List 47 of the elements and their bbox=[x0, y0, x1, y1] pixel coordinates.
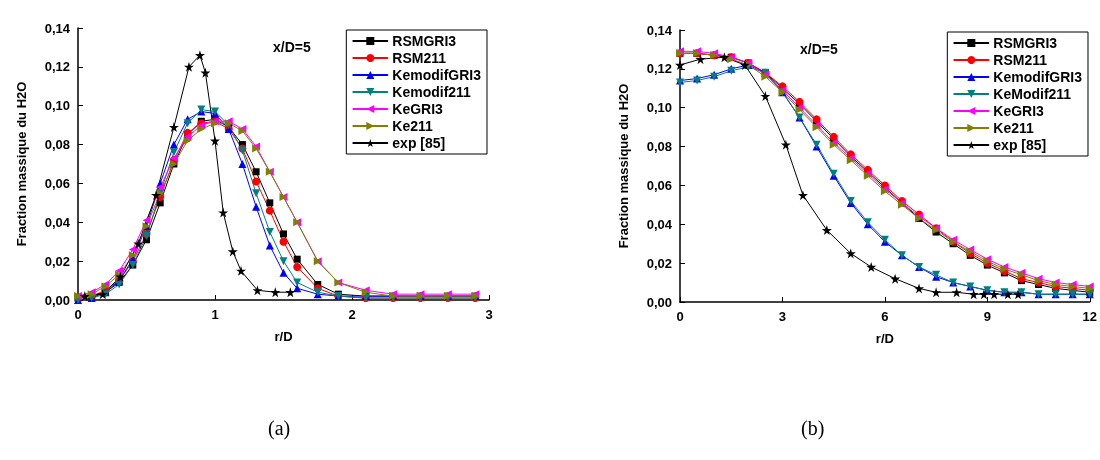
text: (b) bbox=[801, 417, 825, 440]
text: (a) bbox=[268, 417, 291, 440]
y-tick-label: 0,10 bbox=[44, 98, 70, 114]
legend-label: RSM211 bbox=[392, 50, 447, 66]
x-tick-label: 3 bbox=[778, 309, 787, 324]
legend-label: KeGRI3 bbox=[392, 101, 444, 117]
y-axis-title: Fraction massique du H2O bbox=[14, 81, 29, 247]
x-tick-label: 3 bbox=[485, 307, 493, 322]
x-axis-title: r/D bbox=[274, 329, 293, 344]
y-tick-label: 0,00 bbox=[646, 294, 672, 310]
legend-label: Ke211 bbox=[392, 118, 434, 134]
x-tick-label: 1 bbox=[211, 307, 219, 322]
x-tick-label: 6 bbox=[881, 309, 889, 324]
x-tick-label: 12 bbox=[1082, 309, 1097, 324]
legend-label: RSMGRI3 bbox=[392, 33, 457, 49]
y-tick-label: 0,06 bbox=[44, 175, 70, 191]
annotation: x/D=5 bbox=[800, 41, 838, 57]
y-tick-label: 0,04 bbox=[646, 216, 673, 232]
legend-label: exp [85] bbox=[392, 135, 446, 151]
y-tick-label: 0,08 bbox=[44, 137, 70, 153]
legend-label: exp [85] bbox=[993, 137, 1047, 153]
x-tick-label: 0 bbox=[74, 307, 82, 322]
legend-label: KeGRI3 bbox=[993, 103, 1045, 119]
y-axis-title: Fraction massique du H2O bbox=[616, 83, 631, 249]
annotation: x/D=5 bbox=[273, 39, 311, 55]
y-tick-label: 0,02 bbox=[44, 253, 70, 269]
legend-label: KeModif211 bbox=[993, 86, 1072, 102]
y-tick-label: 0,02 bbox=[646, 255, 672, 271]
y-tick-label: 0,12 bbox=[44, 59, 70, 75]
y-tick-label: 0,06 bbox=[646, 177, 672, 193]
y-tick-label: 0,12 bbox=[646, 61, 672, 77]
x-axis-title: r/D bbox=[875, 331, 894, 346]
x-tick-label: 9 bbox=[983, 309, 991, 324]
legend-label: Ke211 bbox=[993, 120, 1035, 136]
y-tick-label: 0,14 bbox=[646, 22, 673, 38]
x-tick-label: 0 bbox=[676, 309, 684, 324]
x-tick-label: 2 bbox=[348, 307, 356, 322]
y-tick-label: 0,10 bbox=[646, 100, 672, 116]
legend-label: RSMGRI3 bbox=[993, 35, 1058, 51]
y-tick-label: 0,08 bbox=[646, 139, 672, 155]
legend-label: RSM211 bbox=[993, 52, 1048, 68]
legend-label: KemodifGRI3 bbox=[392, 67, 482, 83]
y-tick-label: 0,14 bbox=[44, 20, 71, 36]
legend-label: Kemodif211 bbox=[392, 84, 472, 100]
legend-label: KemodifGRI3 bbox=[993, 69, 1083, 85]
y-tick-label: 0,00 bbox=[44, 292, 70, 308]
y-tick-label: 0,04 bbox=[44, 214, 71, 230]
